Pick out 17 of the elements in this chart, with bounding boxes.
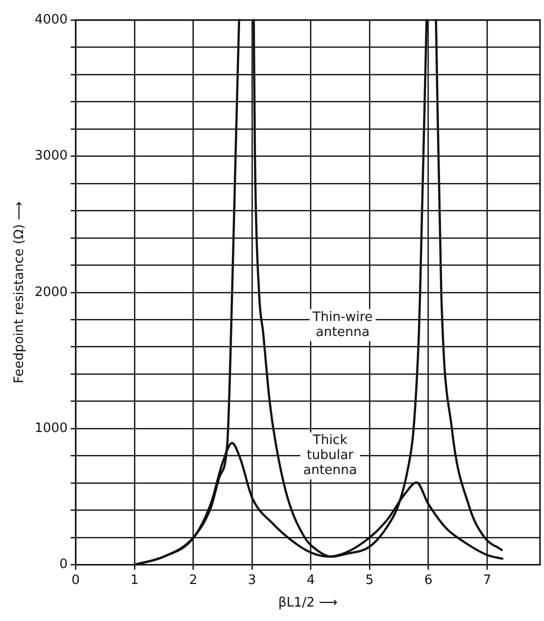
x-tick-label: 3 [248,572,256,588]
y-tick-label: 0 [59,557,68,572]
x-axis-title: βL1/2 ⟶ [278,596,338,611]
x-tick-label: 6 [424,572,432,588]
y-tick-label: 3000 [34,148,68,164]
x-tick-label: 5 [365,572,374,588]
x-tick-label: 1 [130,572,139,588]
x-tick-label: 4 [306,572,315,588]
y-tick-label: 1000 [34,420,68,436]
x-tick-label: 7 [482,572,492,588]
annotation: Thick tubular antenna [303,433,358,478]
y-axis-title: Feedpoint resistance (Ω) ⟶ [12,201,28,384]
y-tick-label: 2000 [34,284,68,300]
y-tick-label: 4000 [34,12,68,28]
x-tick-label: 2 [189,572,198,588]
annotation: Thin-wire antenna [312,310,373,340]
x-tick-label: 0 [72,572,80,588]
